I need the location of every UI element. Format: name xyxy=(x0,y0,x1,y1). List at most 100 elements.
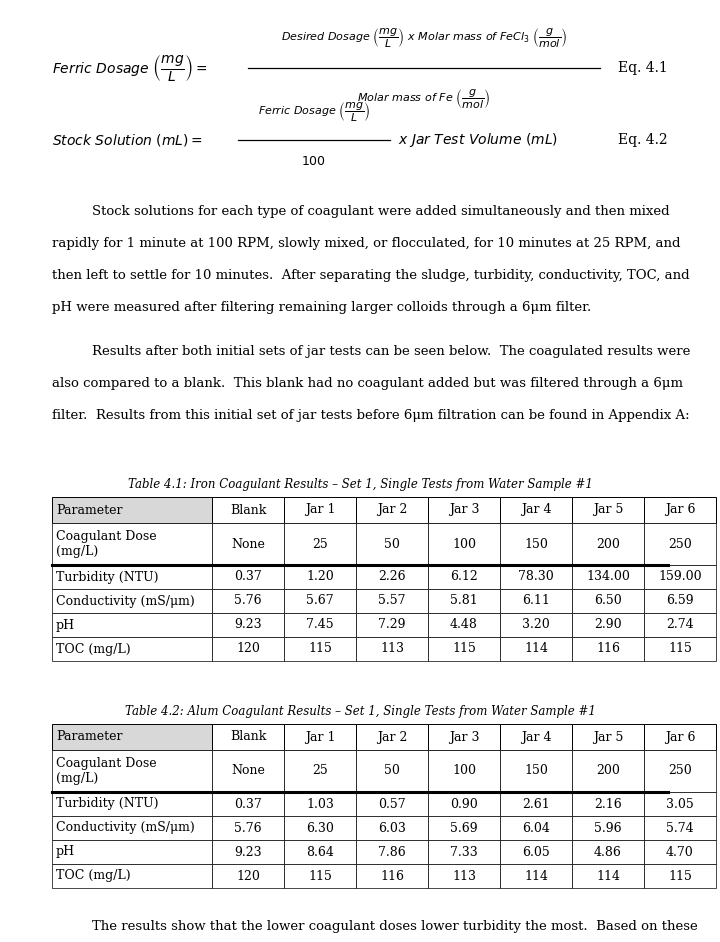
Text: Eq. 4.1: Eq. 4.1 xyxy=(618,61,668,75)
Text: rapidly for 1 minute at 100 RPM, slowly mixed, or flocculated, for 10 minutes at: rapidly for 1 minute at 100 RPM, slowly … xyxy=(52,237,680,250)
Text: $\mathit{100}$: $\mathit{100}$ xyxy=(302,155,326,168)
Text: 6.11: 6.11 xyxy=(522,594,550,608)
Bar xyxy=(356,864,428,888)
Bar xyxy=(428,792,500,816)
Bar xyxy=(572,637,644,661)
Bar xyxy=(52,613,212,637)
Text: $\mathit{Ferric\ Dosage}\ \left(\dfrac{\mathit{mg}}{\mathit{L}}\right)$: $\mathit{Ferric\ Dosage}\ \left(\dfrac{\… xyxy=(258,101,370,124)
Text: 50: 50 xyxy=(384,538,400,550)
Text: 7.45: 7.45 xyxy=(306,619,334,631)
Bar xyxy=(644,613,716,637)
Text: Eq. 4.2: Eq. 4.2 xyxy=(618,133,668,147)
Text: 78.30: 78.30 xyxy=(518,571,554,583)
Bar xyxy=(500,840,572,864)
Bar xyxy=(356,523,428,565)
Bar xyxy=(52,497,212,523)
Text: 5.74: 5.74 xyxy=(666,821,694,835)
Bar xyxy=(428,497,500,523)
Text: pH: pH xyxy=(56,846,75,858)
Text: $\mathit{Desired\ Dosage}\ \left(\dfrac{\mathit{mg}}{\mathit{L}}\right)\ \mathit: $\mathit{Desired\ Dosage}\ \left(\dfrac{… xyxy=(281,26,567,50)
Bar xyxy=(284,750,356,792)
Bar xyxy=(284,840,356,864)
Bar xyxy=(52,565,212,589)
Text: 1.03: 1.03 xyxy=(306,798,334,810)
Text: Table 4.2: Alum Coagulant Results – Set 1, Single Tests from Water Sample #1: Table 4.2: Alum Coagulant Results – Set … xyxy=(125,705,595,718)
Bar xyxy=(644,816,716,840)
Text: 114: 114 xyxy=(596,869,620,883)
Text: 6.04: 6.04 xyxy=(522,821,550,835)
Bar xyxy=(212,864,284,888)
Text: 5.81: 5.81 xyxy=(450,594,478,608)
Text: 6.03: 6.03 xyxy=(378,821,406,835)
Bar xyxy=(212,840,284,864)
Text: 6.30: 6.30 xyxy=(306,821,334,835)
Text: 114: 114 xyxy=(524,869,548,883)
Text: 4.48: 4.48 xyxy=(450,619,478,631)
Bar xyxy=(356,724,428,750)
Text: 4.70: 4.70 xyxy=(666,846,694,858)
Text: $\mathit{Molar\ mass\ of\ Fe}\ \left(\dfrac{\mathit{g}}{\mathit{mol}}\right)$: $\mathit{Molar\ mass\ of\ Fe}\ \left(\df… xyxy=(357,88,490,111)
Text: 25: 25 xyxy=(312,765,328,777)
Bar xyxy=(572,840,644,864)
Bar xyxy=(644,589,716,613)
Text: 120: 120 xyxy=(236,869,260,883)
Bar xyxy=(644,565,716,589)
Text: 150: 150 xyxy=(524,765,548,777)
Bar xyxy=(428,589,500,613)
Text: 9.23: 9.23 xyxy=(234,619,262,631)
Text: Conductivity (mS/μm): Conductivity (mS/μm) xyxy=(56,821,194,835)
Text: 6.50: 6.50 xyxy=(594,594,622,608)
Bar xyxy=(212,497,284,523)
Bar xyxy=(500,724,572,750)
Text: Coagulant Dose
(mg/L): Coagulant Dose (mg/L) xyxy=(56,757,157,785)
Text: 200: 200 xyxy=(596,765,620,777)
Bar xyxy=(572,724,644,750)
Text: Jar 4: Jar 4 xyxy=(521,504,552,516)
Text: 50: 50 xyxy=(384,765,400,777)
Text: 100: 100 xyxy=(452,765,476,777)
Text: 7.29: 7.29 xyxy=(378,619,406,631)
Text: 6.59: 6.59 xyxy=(666,594,694,608)
Text: 9.23: 9.23 xyxy=(234,846,262,858)
Bar xyxy=(572,816,644,840)
Bar xyxy=(284,613,356,637)
Bar xyxy=(572,750,644,792)
Text: then left to settle for 10 minutes.  After separating the sludge, turbidity, con: then left to settle for 10 minutes. Afte… xyxy=(52,269,690,282)
Text: $\it{Stock\ Solution\ (mL)} =$: $\it{Stock\ Solution\ (mL)} =$ xyxy=(52,132,203,148)
Bar xyxy=(284,816,356,840)
Bar xyxy=(500,523,572,565)
Text: Jar 4: Jar 4 xyxy=(521,730,552,743)
Bar xyxy=(284,637,356,661)
Text: 115: 115 xyxy=(668,642,692,656)
Text: pH: pH xyxy=(56,619,75,631)
Bar xyxy=(428,724,500,750)
Bar xyxy=(428,864,500,888)
Bar xyxy=(356,589,428,613)
Text: Jar 2: Jar 2 xyxy=(377,504,408,516)
Bar xyxy=(284,497,356,523)
Text: Table 4.1: Iron Coagulant Results – Set 1, Single Tests from Water Sample #1: Table 4.1: Iron Coagulant Results – Set … xyxy=(127,478,593,491)
Text: Parameter: Parameter xyxy=(56,730,122,743)
Bar xyxy=(52,840,212,864)
Bar xyxy=(52,724,212,750)
Text: 113: 113 xyxy=(380,642,404,656)
Bar xyxy=(572,613,644,637)
Text: 6.12: 6.12 xyxy=(450,571,478,583)
Bar xyxy=(428,816,500,840)
Bar xyxy=(500,589,572,613)
Bar xyxy=(356,816,428,840)
Text: Stock solutions for each type of coagulant were added simultaneously and then mi: Stock solutions for each type of coagula… xyxy=(92,205,670,218)
Bar xyxy=(428,637,500,661)
Text: 200: 200 xyxy=(596,538,620,550)
Text: 159.00: 159.00 xyxy=(658,571,702,583)
Text: 0.90: 0.90 xyxy=(450,798,478,810)
Text: 5.76: 5.76 xyxy=(234,821,262,835)
Text: 2.26: 2.26 xyxy=(378,571,406,583)
Bar xyxy=(52,816,212,840)
Bar xyxy=(572,589,644,613)
Bar xyxy=(500,816,572,840)
Bar xyxy=(212,613,284,637)
Text: Coagulant Dose
(mg/L): Coagulant Dose (mg/L) xyxy=(56,530,157,558)
Bar xyxy=(500,637,572,661)
Bar xyxy=(572,497,644,523)
